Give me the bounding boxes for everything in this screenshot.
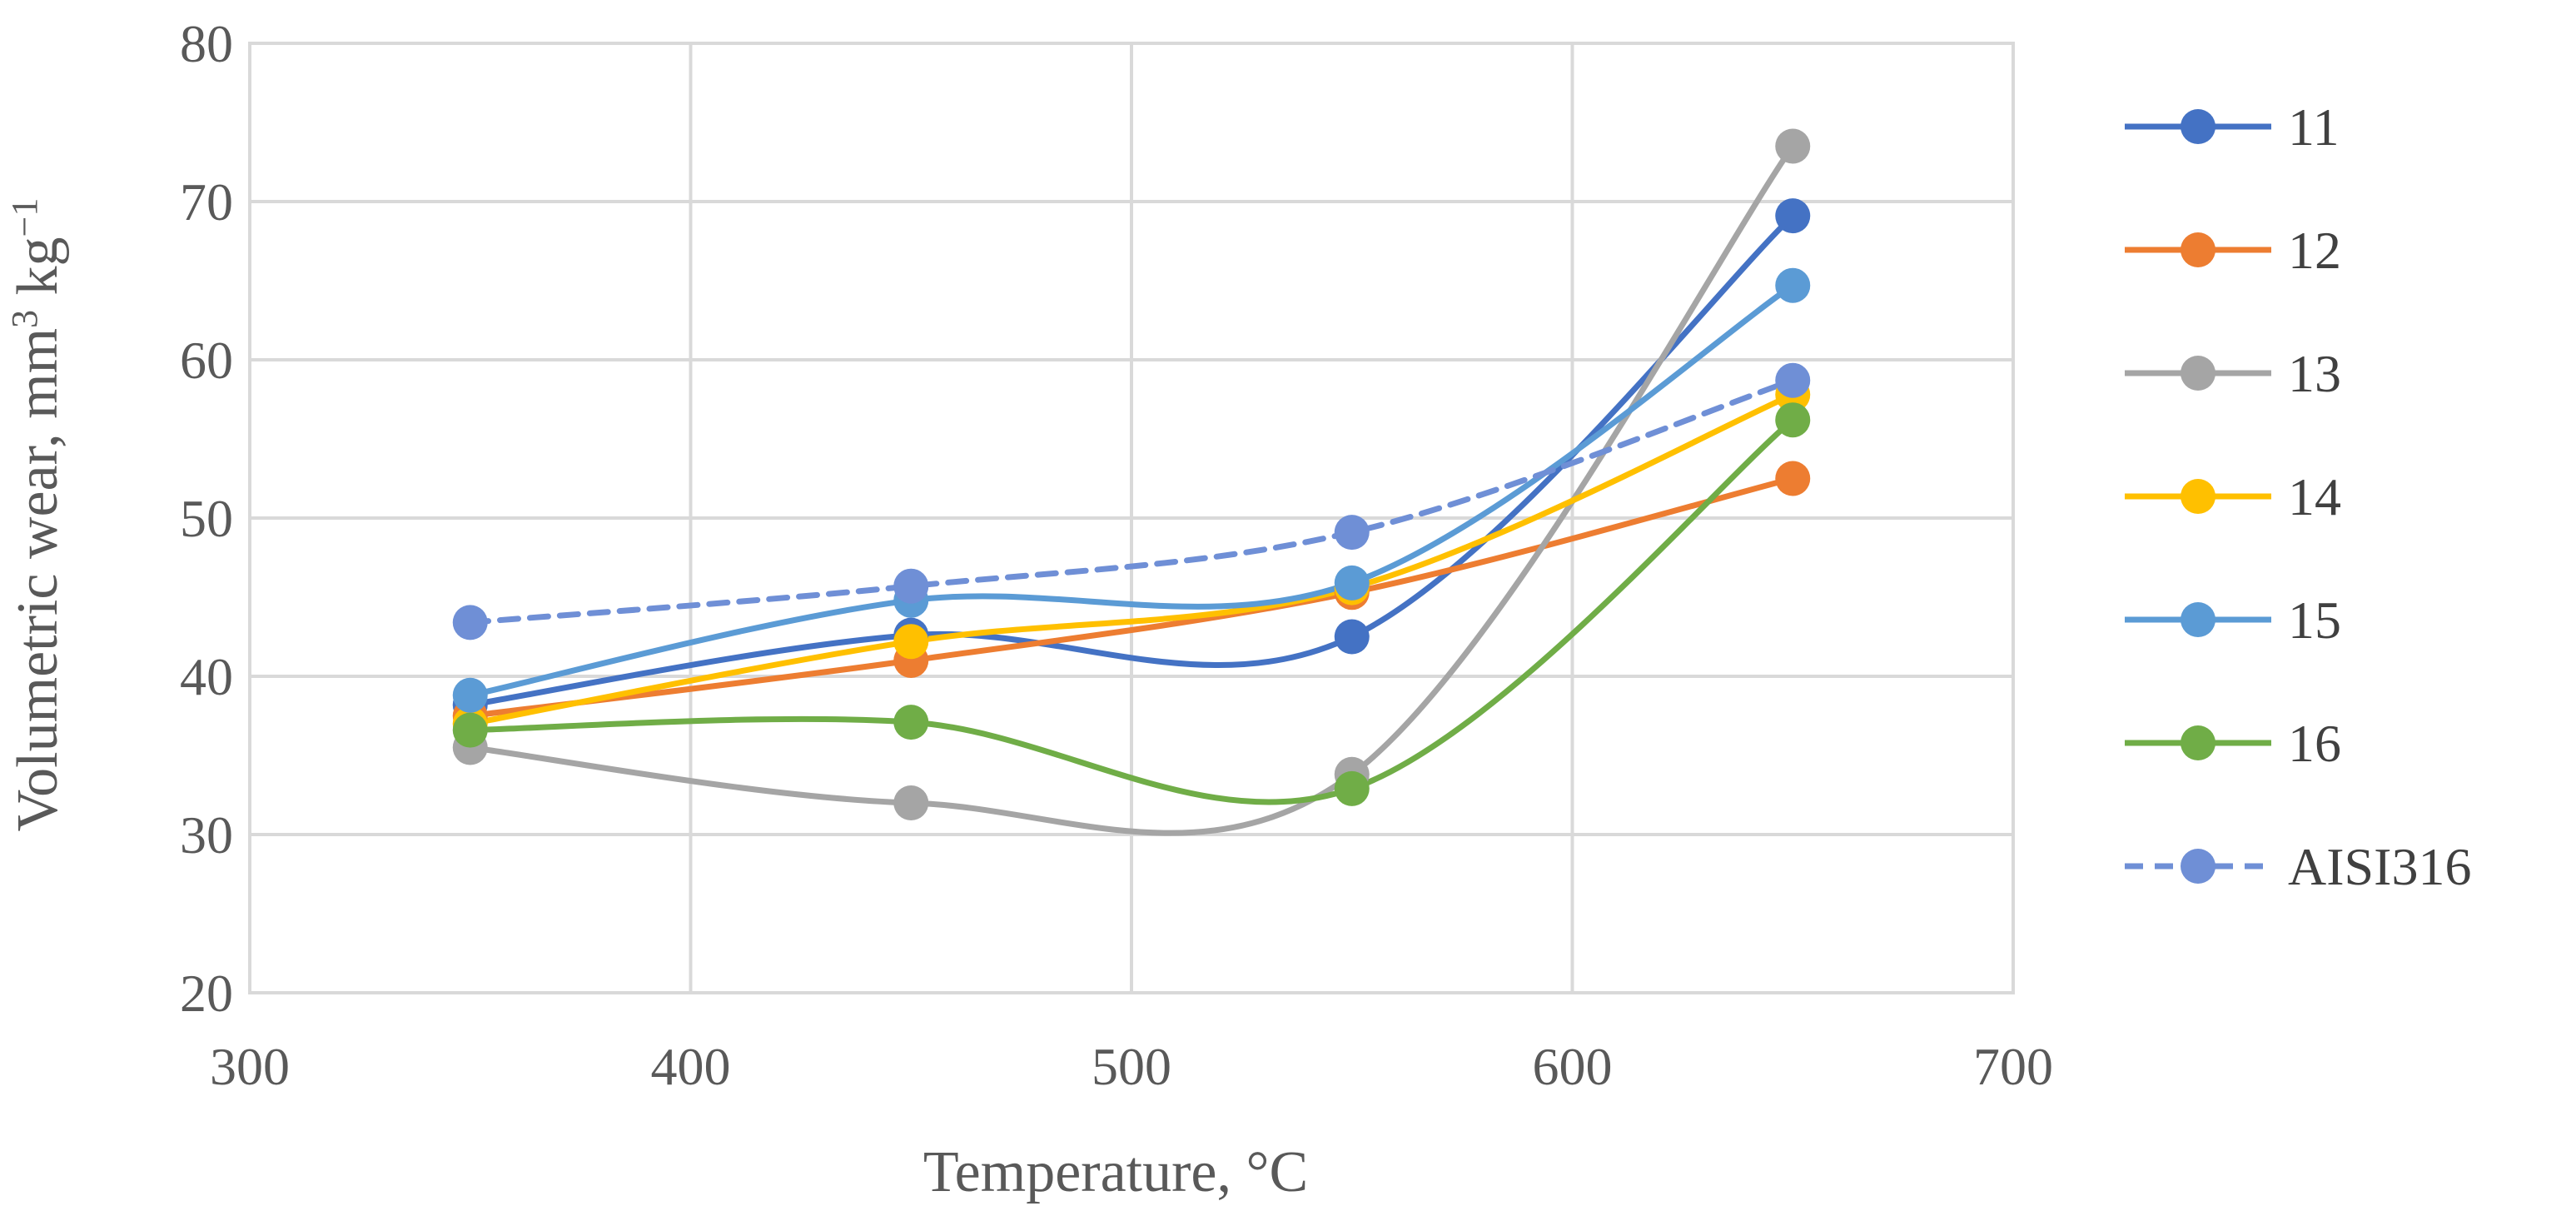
y-axis-title-sup-neg1: −1: [4, 198, 45, 237]
y-axis-title-sup-3: 3: [4, 310, 45, 328]
legend-marker-15: [2181, 602, 2215, 637]
x-tick-label: 300: [210, 1037, 290, 1096]
legend-label-15: 15: [2288, 591, 2341, 650]
data-point-AISI316: [1775, 362, 1811, 398]
y-axis-title-mid: kg: [6, 237, 70, 310]
legend-marker-14: [2181, 479, 2215, 514]
data-point-13: [1775, 128, 1811, 164]
x-tick-label: 500: [1092, 1037, 1171, 1096]
data-point-16: [893, 705, 929, 740]
data-point-14: [893, 624, 929, 660]
legend-label-13: 13: [2288, 344, 2341, 403]
data-point-16: [452, 712, 488, 748]
data-point-15: [1775, 267, 1811, 303]
legend: 11 12 13 14 15 16 AISI316: [2125, 97, 2471, 896]
series-line-15: [467, 282, 1796, 699]
axis-ticks: 20 30 40 50 60 70 80 300 400 500 600 700: [180, 14, 2053, 1096]
y-tick-label: 40: [180, 647, 233, 706]
series-line-11: [467, 212, 1796, 708]
y-tick-label: 80: [180, 14, 233, 73]
data-point-AISI316: [893, 568, 929, 604]
legend-marker-16: [2181, 725, 2215, 760]
legend-marker-12: [2181, 232, 2215, 267]
legend-marker-11: [2181, 109, 2215, 144]
y-axis-title-main: Volumetric wear, mm: [6, 328, 70, 831]
grid: [248, 42, 2015, 994]
series-line-16: [467, 416, 1796, 805]
legend-label-14: 14: [2288, 467, 2341, 526]
y-axis-title: Volumetric wear, mm3 kg−1: [4, 198, 70, 832]
data-point-16: [1775, 402, 1811, 438]
data-point-15: [452, 677, 488, 713]
x-tick-label: 600: [1533, 1037, 1613, 1096]
data-point-15: [1334, 565, 1370, 601]
y-tick-label: 70: [180, 172, 233, 232]
data-point-AISI316: [452, 605, 488, 640]
x-axis-title: Temperature, °C: [923, 1140, 1308, 1204]
series-lines: [467, 143, 1796, 836]
data-point-16: [1334, 770, 1370, 806]
legend-label-16: 16: [2288, 714, 2341, 773]
x-tick-label: 400: [651, 1037, 731, 1096]
data-point-AISI316: [1334, 515, 1370, 551]
y-tick-label: 60: [180, 331, 233, 390]
data-point-11: [1334, 619, 1370, 655]
series-points: [452, 128, 1811, 820]
y-tick-label: 50: [180, 489, 233, 548]
plot-area-border: [248, 42, 2015, 994]
series-line-14: [467, 391, 1796, 727]
data-point-13: [893, 785, 929, 820]
y-tick-label: 20: [180, 964, 233, 1023]
series-line-12: [467, 476, 1796, 719]
legend-label-11: 11: [2288, 97, 2340, 157]
legend-label-AISI316: AISI316: [2288, 837, 2471, 896]
legend-marker-13: [2181, 356, 2215, 391]
x-tick-label: 700: [1973, 1037, 2053, 1096]
series-line-AISI316: [467, 377, 1796, 625]
legend-label-12: 12: [2288, 221, 2341, 280]
legend-marker-AISI316: [2181, 849, 2215, 884]
data-point-12: [1775, 461, 1811, 496]
y-tick-label: 30: [180, 805, 233, 865]
data-point-11: [1775, 198, 1811, 234]
